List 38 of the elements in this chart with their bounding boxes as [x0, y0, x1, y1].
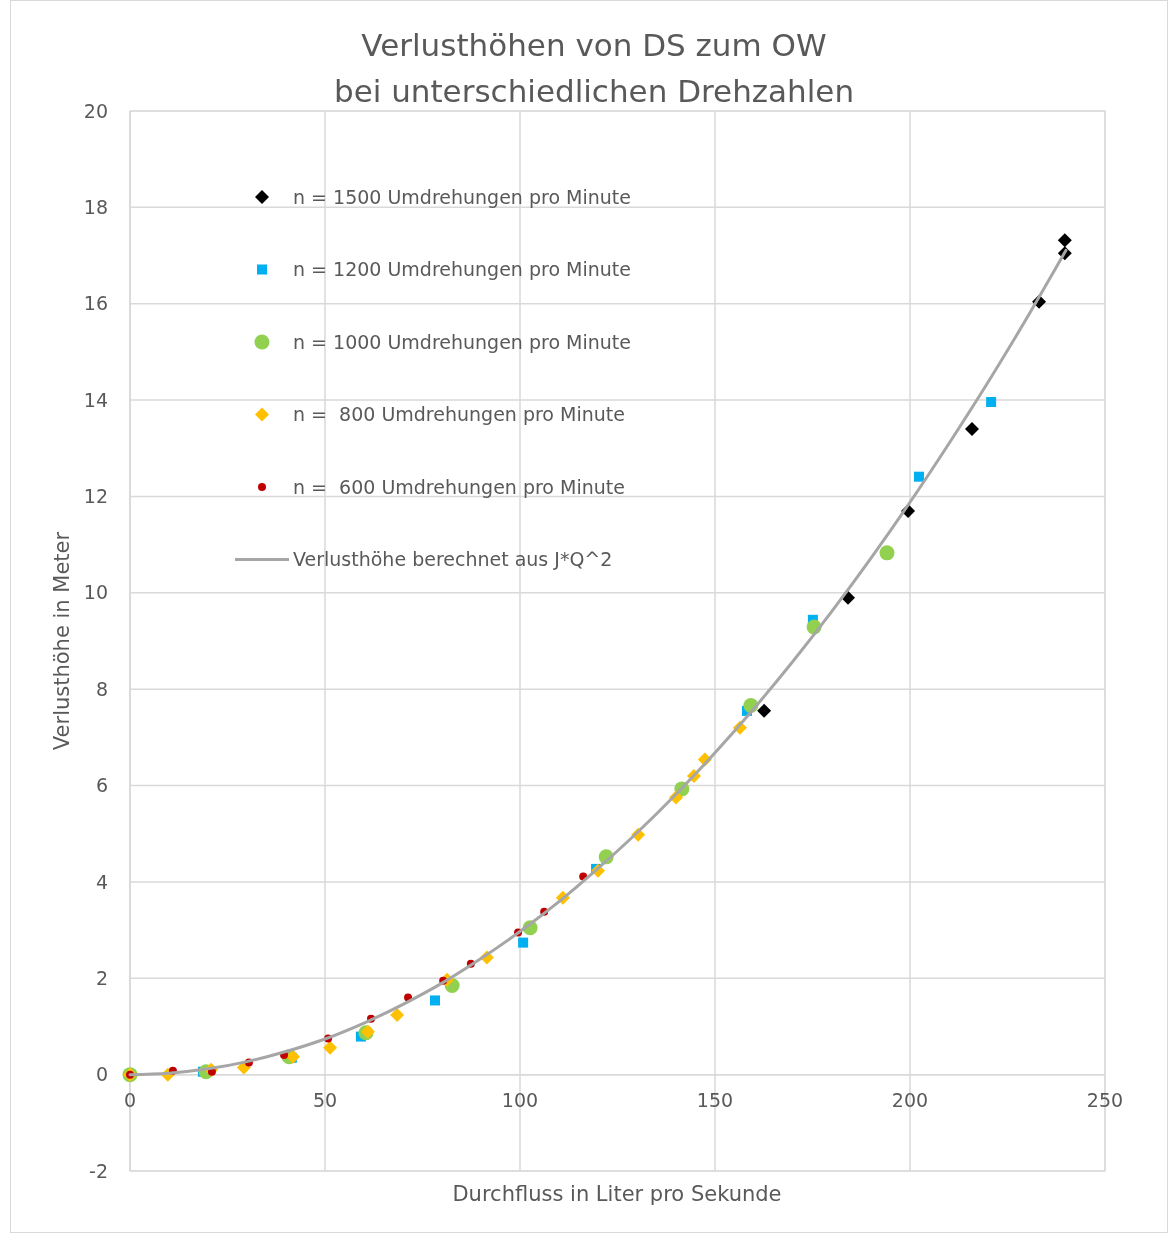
y-tick-label: 18	[83, 196, 108, 219]
y-tick-label: 20	[83, 99, 108, 122]
x-tick-label: 200	[891, 1088, 929, 1111]
point	[986, 397, 997, 408]
point	[879, 545, 895, 561]
x-tick-label: 0	[123, 1088, 137, 1111]
point	[518, 937, 529, 948]
y-tick-label: 10	[83, 581, 108, 604]
y-tick-label: -2	[89, 1159, 108, 1182]
legend-label: n = 800 Umdrehungen pro Minute	[293, 403, 625, 426]
x-tick-label: 250	[1086, 1088, 1124, 1111]
y-tick-label: 12	[83, 485, 108, 508]
y-axis-title: Verlusthöhe in Meter	[50, 531, 74, 751]
y-tick-label: 4	[95, 870, 108, 893]
point	[286, 1049, 301, 1064]
legend-label: Verlusthöhe berechnet aus J*Q^2	[293, 548, 613, 571]
chart-title: Verlusthöhen von DS zum OW bei unterschiedlichen Drehzahlen	[333, 27, 855, 109]
legend-label: n = 600 Umdrehungen pro Minute	[293, 475, 625, 498]
y-tick-label: 8	[95, 677, 108, 700]
x-tick-label: 50	[312, 1088, 338, 1111]
point	[965, 422, 980, 436]
point	[1057, 233, 1072, 248]
y-tick-label: 16	[83, 292, 108, 315]
x-axis-title: Durchfluss in Liter pro Sekunde	[452, 1182, 782, 1206]
y-tick-label: 0	[95, 1063, 108, 1086]
legend-label: n = 1000 Umdrehungen pro Minute	[293, 330, 631, 353]
point	[390, 1007, 405, 1022]
y-tick-label: 6	[95, 774, 108, 797]
legend-label: n = 1500 Umdrehungen pro Minute	[293, 185, 631, 208]
x-tick-label: 100	[501, 1088, 539, 1111]
y-tick-label: 14	[83, 388, 108, 411]
x-tick-label: 150	[696, 1088, 734, 1111]
point	[429, 995, 440, 1006]
point	[757, 703, 772, 718]
legend-label: n = 1200 Umdrehungen pro Minute	[293, 258, 631, 281]
point	[323, 1040, 338, 1055]
point	[913, 471, 924, 482]
y-tick-label: 2	[95, 966, 108, 989]
